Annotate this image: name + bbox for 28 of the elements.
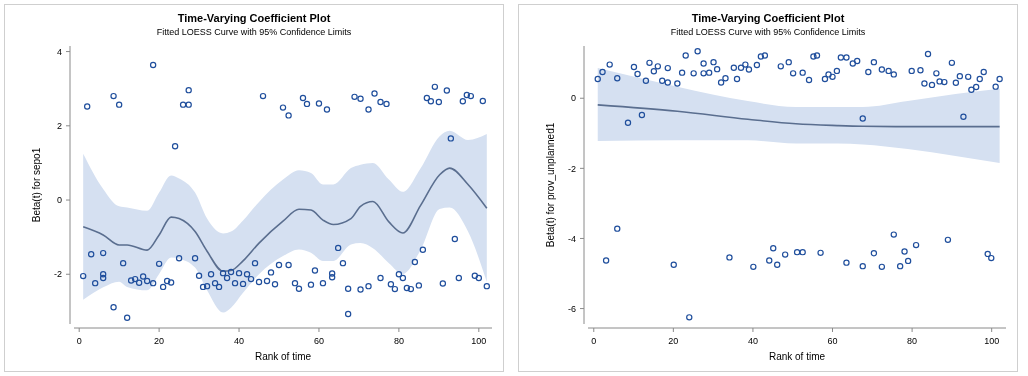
chart-subtitle: Fitted LOESS Curve with 95% Confidence Limits bbox=[670, 27, 866, 37]
x-tick-label: 100 bbox=[984, 336, 1000, 346]
chart-title: Time-Varying Coefficient Plot bbox=[177, 12, 331, 24]
y-tick-label: 4 bbox=[56, 46, 62, 57]
y-tick-label: 0 bbox=[570, 93, 576, 104]
x-tick-label: 40 bbox=[234, 336, 245, 346]
x-tick-label: 60 bbox=[827, 336, 838, 346]
x-tick-label: 80 bbox=[393, 336, 404, 346]
x-tick-label: 40 bbox=[747, 336, 758, 346]
y-tick-label: 0 bbox=[56, 195, 62, 206]
x-tick-label: 20 bbox=[668, 336, 679, 346]
chart-subtitle: Fitted LOESS Curve with 95% Confidence Limits bbox=[156, 27, 352, 37]
y-tick-label: -4 bbox=[567, 233, 576, 244]
x-tick-label: 60 bbox=[313, 336, 324, 346]
y-tick-label: -2 bbox=[567, 163, 576, 174]
y-axis-title: Beta(t) for sepo1 bbox=[31, 147, 42, 223]
y-axis-title: Beta(t) for prov_unplanned1 bbox=[545, 122, 556, 248]
x-tick-label: 100 bbox=[471, 336, 487, 346]
x-tick-label: 0 bbox=[591, 336, 597, 346]
x-tick-label: 0 bbox=[76, 336, 82, 346]
y-tick-label: -2 bbox=[53, 269, 62, 280]
x-axis-title: Rank of time bbox=[768, 351, 826, 362]
chart-title: Time-Varying Coefficient Plot bbox=[691, 12, 845, 24]
y-tick-label: 2 bbox=[56, 120, 62, 131]
x-tick-label: 20 bbox=[154, 336, 165, 346]
x-axis-title: Rank of time bbox=[254, 351, 312, 362]
x-tick-label: 80 bbox=[907, 336, 918, 346]
y-tick-label: -6 bbox=[567, 303, 576, 314]
